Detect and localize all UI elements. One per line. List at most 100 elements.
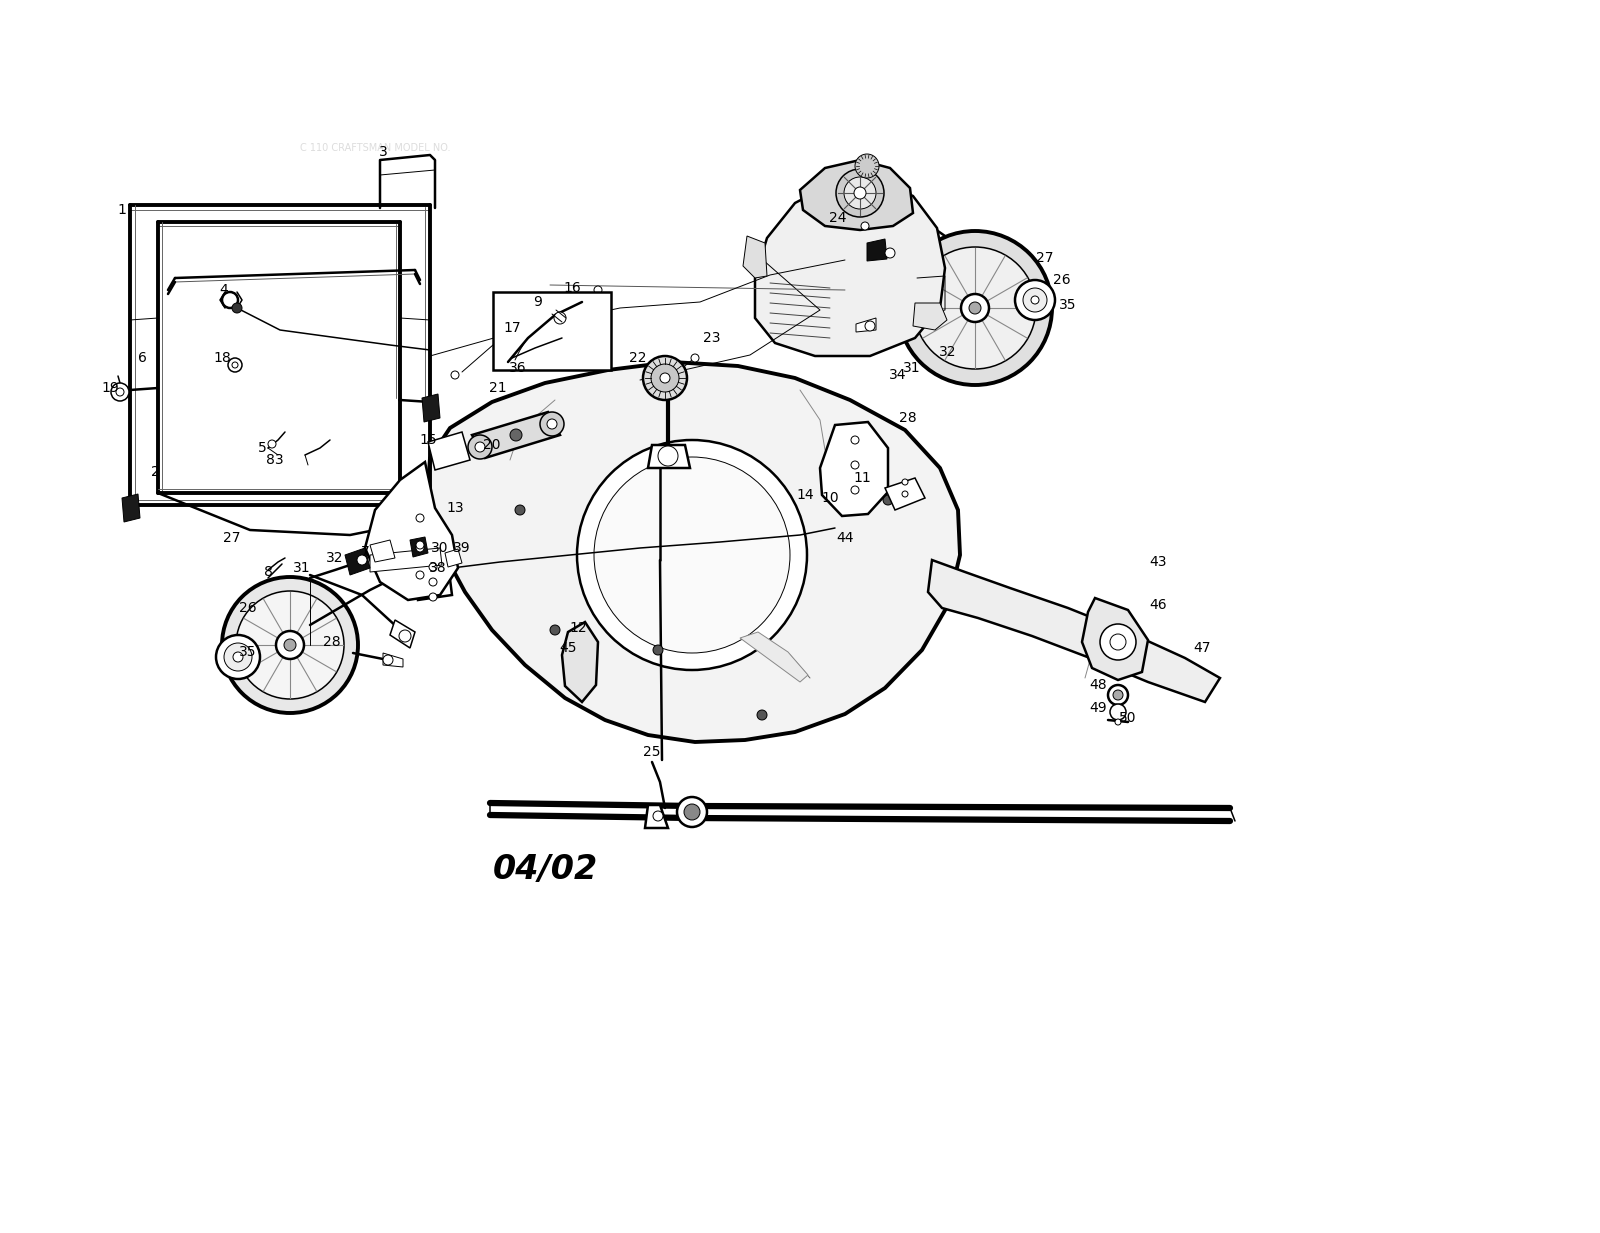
Text: 36: 36 <box>509 361 526 375</box>
Text: 2: 2 <box>150 465 160 478</box>
Circle shape <box>1014 280 1054 321</box>
Circle shape <box>851 486 859 494</box>
Polygon shape <box>850 179 886 223</box>
Text: 19: 19 <box>101 381 118 395</box>
Polygon shape <box>370 547 442 572</box>
Text: 46: 46 <box>1149 598 1166 612</box>
Polygon shape <box>410 538 429 557</box>
Circle shape <box>851 461 859 469</box>
Polygon shape <box>422 395 440 422</box>
Polygon shape <box>867 239 886 261</box>
Polygon shape <box>1082 598 1149 681</box>
Circle shape <box>515 506 525 515</box>
Circle shape <box>643 356 686 399</box>
Circle shape <box>451 371 459 379</box>
Circle shape <box>416 514 424 522</box>
Circle shape <box>658 446 678 466</box>
Text: 30: 30 <box>432 541 448 555</box>
Circle shape <box>1110 634 1126 650</box>
Text: 43: 43 <box>1149 555 1166 568</box>
Text: 20: 20 <box>483 438 501 453</box>
Text: 34: 34 <box>890 367 907 382</box>
Text: 3: 3 <box>379 145 387 159</box>
Text: C 110 CRAFTSMAN MODEL NO.: C 110 CRAFTSMAN MODEL NO. <box>299 143 450 153</box>
Polygon shape <box>445 549 462 567</box>
Circle shape <box>1115 719 1122 725</box>
Text: 14: 14 <box>797 488 814 502</box>
Circle shape <box>898 231 1053 385</box>
Circle shape <box>232 303 242 313</box>
Polygon shape <box>739 633 808 682</box>
Polygon shape <box>648 445 690 469</box>
Text: 12: 12 <box>570 621 587 635</box>
Text: 35: 35 <box>1059 298 1077 312</box>
Circle shape <box>677 797 707 827</box>
Text: 31: 31 <box>293 561 310 575</box>
Polygon shape <box>742 236 766 277</box>
Text: 32: 32 <box>939 345 957 359</box>
Circle shape <box>962 293 989 322</box>
Circle shape <box>475 441 485 453</box>
Circle shape <box>1110 704 1126 720</box>
Circle shape <box>866 321 875 330</box>
Text: 47: 47 <box>1194 641 1211 655</box>
Circle shape <box>594 457 790 653</box>
Text: 38: 38 <box>429 561 446 575</box>
Polygon shape <box>856 318 877 332</box>
Text: 25: 25 <box>643 745 661 760</box>
Circle shape <box>398 630 411 642</box>
Circle shape <box>232 363 238 367</box>
Circle shape <box>1107 686 1128 705</box>
Circle shape <box>467 435 493 459</box>
Circle shape <box>550 625 560 635</box>
Circle shape <box>653 645 662 655</box>
Polygon shape <box>382 653 403 667</box>
Circle shape <box>685 804 701 820</box>
Polygon shape <box>562 621 598 702</box>
Circle shape <box>851 436 859 444</box>
Circle shape <box>691 354 699 363</box>
Text: 13: 13 <box>446 501 464 515</box>
Text: 50: 50 <box>1120 711 1136 725</box>
Circle shape <box>854 154 878 178</box>
Circle shape <box>661 374 670 383</box>
Circle shape <box>883 494 893 506</box>
Text: 15: 15 <box>419 433 437 448</box>
Text: 28: 28 <box>323 635 341 649</box>
Polygon shape <box>414 550 453 600</box>
Text: 27: 27 <box>1037 252 1054 265</box>
Text: 7: 7 <box>360 545 370 559</box>
Text: 83: 83 <box>266 453 283 467</box>
Circle shape <box>285 639 296 651</box>
Polygon shape <box>346 547 370 575</box>
Circle shape <box>651 364 678 392</box>
Text: 48: 48 <box>1090 678 1107 692</box>
Text: 11: 11 <box>853 471 870 485</box>
Circle shape <box>229 358 242 372</box>
Polygon shape <box>122 494 141 522</box>
Circle shape <box>269 440 277 448</box>
Text: 45: 45 <box>560 641 576 655</box>
Circle shape <box>541 412 563 436</box>
Circle shape <box>416 571 424 580</box>
Text: 35: 35 <box>240 645 256 658</box>
Polygon shape <box>914 303 947 330</box>
Text: 23: 23 <box>704 330 720 345</box>
Circle shape <box>861 207 869 215</box>
Text: 4: 4 <box>219 284 229 297</box>
Text: 27: 27 <box>224 531 240 545</box>
Polygon shape <box>472 412 560 457</box>
Text: 8: 8 <box>264 565 272 580</box>
Circle shape <box>902 491 909 497</box>
Text: 04/02: 04/02 <box>493 853 598 887</box>
Polygon shape <box>429 363 960 742</box>
Bar <box>493 292 611 370</box>
Circle shape <box>757 710 766 720</box>
Circle shape <box>861 222 869 231</box>
Text: 18: 18 <box>213 351 230 365</box>
Circle shape <box>594 286 602 293</box>
Text: 24: 24 <box>829 211 846 224</box>
Circle shape <box>653 811 662 821</box>
Text: 22: 22 <box>629 351 646 365</box>
Text: 17: 17 <box>502 321 522 335</box>
